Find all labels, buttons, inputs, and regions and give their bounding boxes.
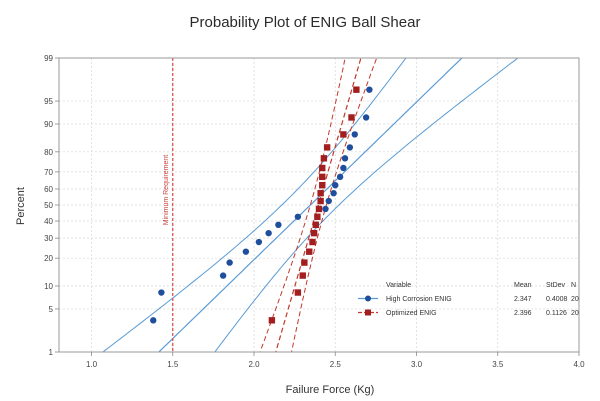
y-tick-label: 30 xyxy=(44,234,53,243)
y-tick-label: 95 xyxy=(44,97,53,106)
data-point-series-0 xyxy=(219,272,227,279)
data-point-series-1 xyxy=(323,144,331,151)
y-tick-label: 80 xyxy=(44,148,53,157)
data-point-series-1 xyxy=(319,181,326,189)
fit-line-series-0 xyxy=(157,58,463,352)
x-tick-label: 1.5 xyxy=(167,360,179,369)
data-point-series-0 xyxy=(242,248,250,255)
data-point-series-1 xyxy=(317,197,324,205)
x-tick-label: 2.5 xyxy=(330,360,342,369)
data-point-series-0 xyxy=(336,173,344,181)
fit-line-series-1 xyxy=(275,58,362,352)
data-point-series-0 xyxy=(158,289,165,296)
y-axis-label: Percent xyxy=(15,187,27,225)
legend-n: 20 xyxy=(571,310,579,317)
data-point-series-1 xyxy=(319,173,326,181)
x-tick-label: 2.0 xyxy=(248,360,260,369)
data-point-series-1 xyxy=(320,155,328,162)
legend-marker xyxy=(365,295,371,302)
data-point-series-1 xyxy=(348,114,355,121)
y-tick-label: 60 xyxy=(44,185,53,194)
legend-mean: 2.396 xyxy=(514,310,532,317)
data-point-series-0 xyxy=(351,131,358,138)
confidence-band-upper-series-0 xyxy=(102,58,407,352)
data-point-series-0 xyxy=(226,259,233,266)
confidence-band-lower-series-0 xyxy=(214,58,519,352)
data-point-series-1 xyxy=(340,131,347,138)
chart-title: Probability Plot of ENIG Ball Shear xyxy=(190,14,421,31)
x-tick-label: 3.5 xyxy=(492,360,504,369)
legend: Variable Mean StDev N High Corrosion ENIG 2.3… xyxy=(358,282,579,317)
x-tick-label: 4.0 xyxy=(573,360,585,369)
y-tick-label: 20 xyxy=(44,254,53,263)
y-tick-label: 70 xyxy=(44,168,53,177)
data-point-series-0 xyxy=(330,190,337,197)
y-tick-label: 1 xyxy=(49,348,54,357)
y-tick-label: 90 xyxy=(44,120,53,129)
data-point-series-1 xyxy=(268,317,276,324)
data-point-series-0 xyxy=(265,229,272,237)
x-axis-label: Failure Force (Kg) xyxy=(286,384,375,396)
confidence-band-upper-series-1 xyxy=(259,58,346,352)
data-point-series-0 xyxy=(322,205,329,213)
data-point-series-1 xyxy=(299,272,306,279)
y-tick-label: 5 xyxy=(49,305,54,314)
data-point-series-0 xyxy=(362,114,370,121)
data-point-series-0 xyxy=(366,86,373,93)
data-point-series-1 xyxy=(312,221,319,229)
data-points xyxy=(150,86,373,324)
data-point-series-0 xyxy=(294,213,302,220)
minimum-requirement-label: Minimum Requirement xyxy=(163,155,170,225)
data-point-series-0 xyxy=(332,181,339,189)
data-point-series-1 xyxy=(317,190,324,197)
y-tick-label: 50 xyxy=(44,201,53,210)
data-point-series-0 xyxy=(341,155,349,162)
data-point-series-1 xyxy=(301,259,308,266)
legend-header: N xyxy=(571,282,576,289)
legend-stdev: 0.1126 xyxy=(546,310,567,317)
y-tick-label: 99 xyxy=(44,54,53,63)
data-point-series-1 xyxy=(315,205,323,213)
legend-name: High Corrosion ENIG xyxy=(386,296,452,303)
legend-header: Mean xyxy=(514,282,532,289)
legend-marker xyxy=(365,309,371,316)
x-tick-label: 3.0 xyxy=(411,360,423,369)
legend-name: Optimized ENIG xyxy=(386,310,437,317)
legend-header: StDev xyxy=(546,282,566,289)
x-tick-label: 1.0 xyxy=(86,360,98,369)
data-point-series-1 xyxy=(353,86,360,93)
y-tick-label: 10 xyxy=(44,282,53,291)
data-point-series-1 xyxy=(310,229,318,237)
data-point-series-0 xyxy=(340,164,347,172)
data-point-series-0 xyxy=(255,238,263,246)
data-point-series-1 xyxy=(306,248,313,255)
fit-lines xyxy=(102,58,519,352)
data-point-series-0 xyxy=(325,197,332,205)
confidence-band-lower-series-1 xyxy=(291,58,378,352)
legend-header: Variable xyxy=(386,282,411,289)
data-point-series-0 xyxy=(150,317,157,324)
data-point-series-1 xyxy=(294,289,302,296)
reference-line: Minimum Requirement xyxy=(163,58,174,352)
data-point-series-1 xyxy=(319,164,326,172)
data-point-series-1 xyxy=(309,238,316,246)
legend-n: 20 xyxy=(571,296,579,303)
data-point-series-0 xyxy=(275,221,282,229)
data-point-series-1 xyxy=(314,213,321,220)
legend-stdev: 0.4008 xyxy=(546,296,568,303)
legend-mean: 2.347 xyxy=(514,296,532,303)
axes: 1 5 10 20 30 40 50 60 70 80 90 95 99 1.0 1.5 2.0 2.5 3.0 3… xyxy=(44,54,585,369)
data-point-series-0 xyxy=(346,144,354,151)
grid xyxy=(59,57,580,353)
y-tick-label: 40 xyxy=(44,217,53,226)
